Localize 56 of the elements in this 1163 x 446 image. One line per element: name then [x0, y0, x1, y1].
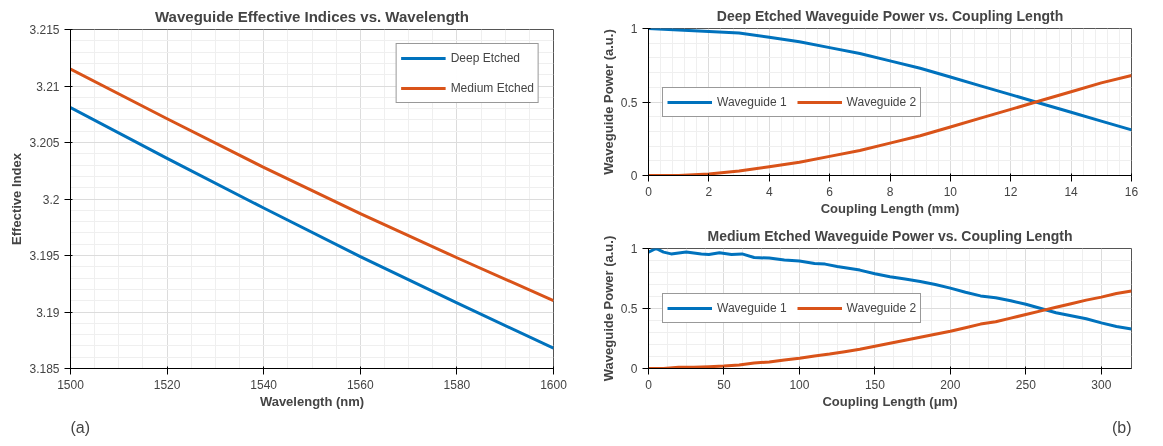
- y-tick-label: 3.19: [36, 305, 60, 320]
- x-tick-label: 16: [1124, 184, 1139, 199]
- y-axis-title: Waveguide Power (a.u.): [600, 29, 616, 175]
- y-tick-label: 3.21: [36, 79, 60, 94]
- line-series: [648, 248, 1132, 331]
- x-tick-label: 1560: [346, 377, 374, 392]
- text: (a): [70, 418, 91, 436]
- legend-label: Waveguide 1: [717, 301, 787, 315]
- y-tick-label: 1: [630, 242, 638, 256]
- x-tick-label: 0: [645, 377, 653, 392]
- x-tick-label: 200: [940, 377, 961, 392]
- line-series: [648, 28, 1132, 132]
- legend-label: Waveguide 1: [717, 94, 787, 109]
- x-axis-title: Coupling Length (mm): [820, 200, 960, 216]
- chart-title: Medium Etched Waveguide Power vs. Coupling Length: [707, 227, 1073, 244]
- legend-label: Deep Etched: [450, 51, 521, 65]
- y-tick-label: 3.185: [29, 362, 60, 376]
- y-tick-label: 0.5: [620, 302, 638, 316]
- x-tick-label: 150: [864, 377, 886, 392]
- x-tick-label: 100: [789, 377, 810, 392]
- y-tick-label: 0: [630, 169, 638, 183]
- x-tick-label: 1500: [57, 377, 85, 392]
- x-tick-label: 6: [826, 184, 834, 199]
- text: (b): [1111, 418, 1132, 436]
- line-series: [70, 105, 554, 350]
- y-tick-label: 3.205: [29, 136, 60, 150]
- x-tick-label: 12: [1004, 184, 1018, 199]
- x-tick-label: 50: [717, 377, 731, 392]
- x-tick-label: 8: [886, 184, 894, 199]
- chart-title: Waveguide Effective Indices vs. Wavelength: [155, 7, 469, 25]
- y-axis-title: Waveguide Power (a.u.): [600, 235, 616, 382]
- line-series: [70, 67, 554, 303]
- legend-label: Waveguide 2: [846, 301, 917, 315]
- x-axis-title: Coupling Length (μm): [822, 393, 958, 409]
- chart-title: Deep Etched Waveguide Power vs. Coupling Length: [716, 7, 1064, 24]
- x-tick-label: 250: [1015, 377, 1037, 392]
- y-tick-label: 0.5: [620, 95, 638, 110]
- y-tick-label: 3.215: [29, 23, 60, 37]
- x-tick-label: 1520: [153, 377, 181, 392]
- y-axis-title: Effective Index: [9, 152, 25, 245]
- x-tick-label: 4: [765, 184, 773, 199]
- x-tick-label: 0: [645, 184, 653, 199]
- x-tick-label: 2: [705, 184, 713, 199]
- y-tick-label: 3.195: [29, 249, 60, 263]
- x-tick-label: 14: [1064, 184, 1079, 199]
- x-axis-title: Wavelength (nm): [259, 393, 365, 409]
- y-tick-label: 1: [630, 22, 638, 36]
- x-tick-label: 1600: [540, 377, 568, 392]
- x-tick-label: 300: [1091, 377, 1112, 392]
- legend-label: Waveguide 2: [846, 94, 917, 109]
- y-tick-label: 0: [630, 362, 638, 376]
- legend-label: Medium Etched: [450, 81, 534, 95]
- x-tick-label: 1540: [250, 377, 278, 392]
- y-tick-label: 3.2: [42, 192, 60, 207]
- x-tick-label: 10: [943, 184, 958, 199]
- x-tick-label: 1580: [443, 377, 471, 392]
